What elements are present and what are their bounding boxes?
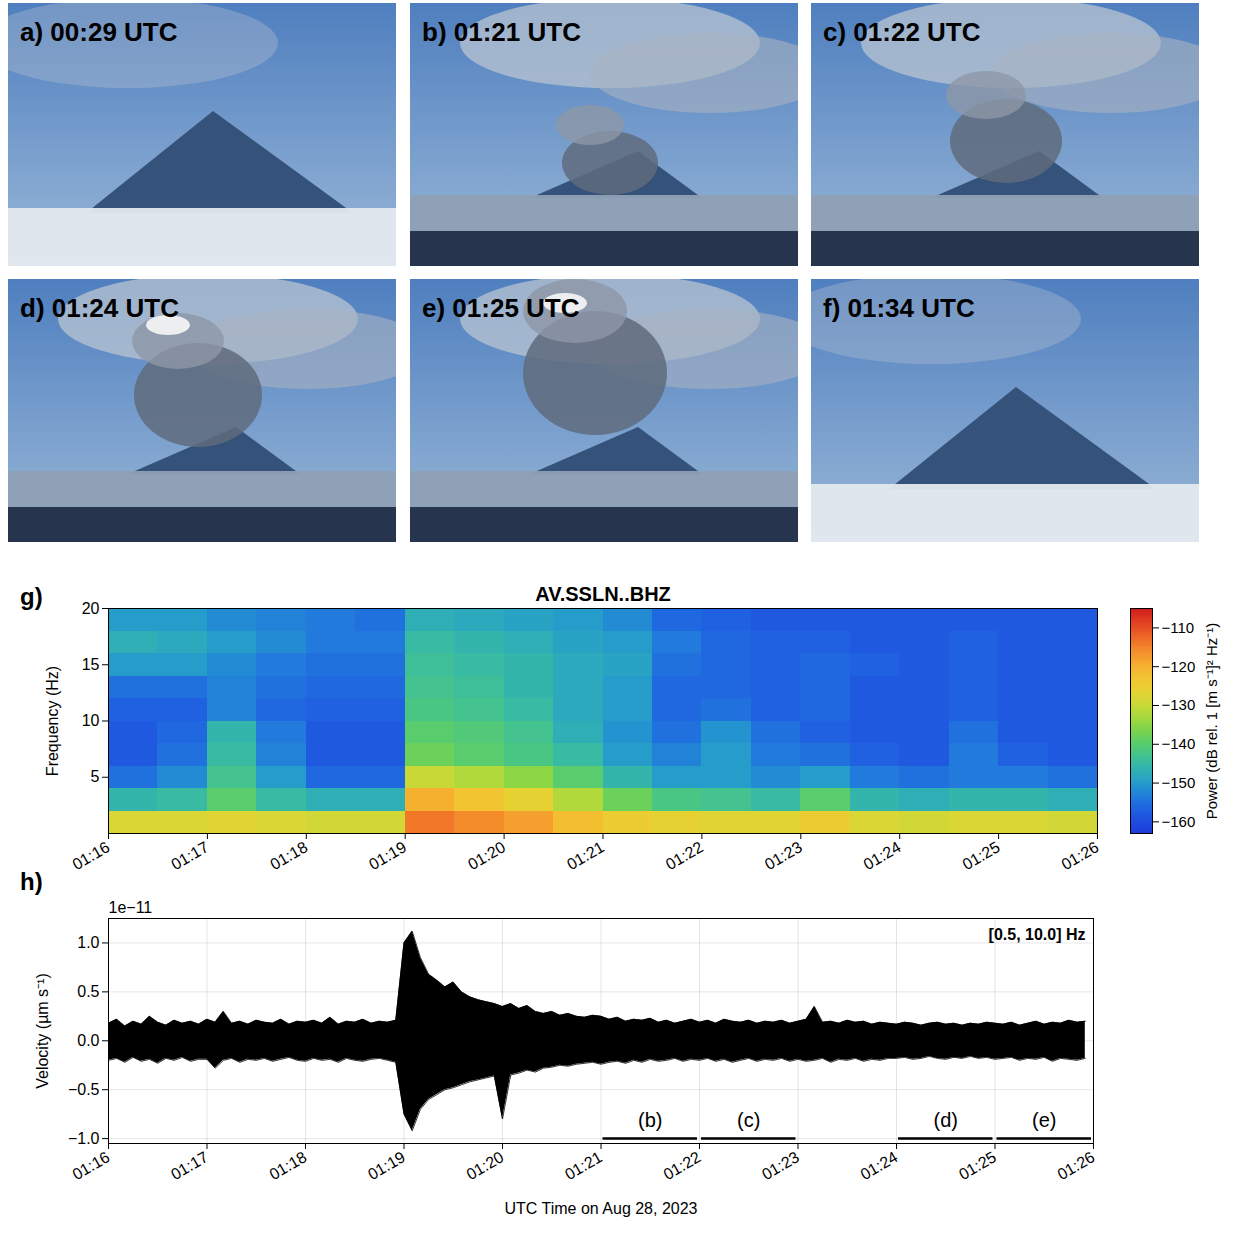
svg-text:−1.0: −1.0 [68,1130,100,1147]
svg-text:01:16: 01:16 [69,1148,112,1183]
svg-text:(b): (b) [638,1109,662,1131]
svg-text:01:20: 01:20 [465,838,508,873]
svg-text:1.0: 1.0 [77,934,99,951]
svg-text:01:20: 01:20 [463,1148,506,1183]
svg-text:d) 01:24 UTC: d) 01:24 UTC [20,293,179,323]
svg-text:−130: −130 [1162,696,1196,713]
svg-text:e) 01:25 UTC: e) 01:25 UTC [422,293,580,323]
svg-text:−150: −150 [1162,774,1196,791]
svg-text:(e): (e) [1032,1109,1056,1131]
svg-text:01:17: 01:17 [168,838,211,873]
svg-text:01:25: 01:25 [956,1148,999,1183]
svg-text:01:18: 01:18 [267,838,310,873]
svg-text:0.0: 0.0 [77,1032,99,1049]
svg-text:Frequency (Hz): Frequency (Hz) [44,666,61,776]
svg-text:−160: −160 [1162,813,1196,830]
svg-text:(c): (c) [737,1109,760,1131]
svg-text:01:17: 01:17 [168,1148,211,1183]
html-text:g): g) [20,583,43,610]
svg-text:01:22: 01:22 [663,838,706,873]
svg-text:[0.5, 10.0] Hz: [0.5, 10.0] Hz [989,926,1086,943]
svg-text:01:26: 01:26 [1054,1148,1097,1183]
svg-text:c) 01:22 UTC: c) 01:22 UTC [823,17,981,47]
svg-text:b) 01:21 UTC: b) 01:21 UTC [422,17,581,47]
svg-text:1e−11: 1e−11 [109,899,153,916]
svg-text:15: 15 [82,656,100,673]
svg-text:−0.5: −0.5 [68,1081,100,1098]
svg-text:0.5: 0.5 [77,983,99,1000]
svg-text:5: 5 [91,768,100,785]
svg-text:01:22: 01:22 [660,1148,703,1183]
svg-text:01:19: 01:19 [366,838,409,873]
html-text:h): h) [20,868,43,895]
svg-text:AV.SSLN..BHZ: AV.SSLN..BHZ [535,583,671,605]
svg-text:01:23: 01:23 [759,1148,802,1183]
svg-text:01:25: 01:25 [959,838,1002,873]
svg-text:01:21: 01:21 [564,838,607,873]
svg-text:f) 01:34 UTC: f) 01:34 UTC [823,293,975,323]
svg-text:01:16: 01:16 [69,838,112,873]
svg-text:UTC Time on Aug 28, 2023: UTC Time on Aug 28, 2023 [505,1200,698,1217]
svg-text:Power (dB rel. 1 [m s⁻¹]² Hz⁻¹: Power (dB rel. 1 [m s⁻¹]² Hz⁻¹) [1203,623,1220,820]
svg-text:20: 20 [82,600,100,617]
svg-text:a) 00:29 UTC: a) 00:29 UTC [20,17,178,47]
svg-text:01:24: 01:24 [857,1148,900,1183]
svg-text:(d): (d) [934,1109,958,1131]
svg-text:−140: −140 [1162,735,1196,752]
svg-text:10: 10 [82,712,100,729]
svg-text:Velocity (µm s⁻¹): Velocity (µm s⁻¹) [34,973,51,1089]
svg-text:01:26: 01:26 [1058,838,1101,873]
svg-text:−110: −110 [1162,619,1195,636]
svg-text:01:19: 01:19 [365,1148,408,1183]
svg-text:01:21: 01:21 [562,1148,605,1183]
svg-text:01:18: 01:18 [266,1148,309,1183]
svg-text:01:23: 01:23 [762,838,805,873]
svg-text:01:24: 01:24 [861,838,904,873]
svg-text:−120: −120 [1162,657,1196,674]
